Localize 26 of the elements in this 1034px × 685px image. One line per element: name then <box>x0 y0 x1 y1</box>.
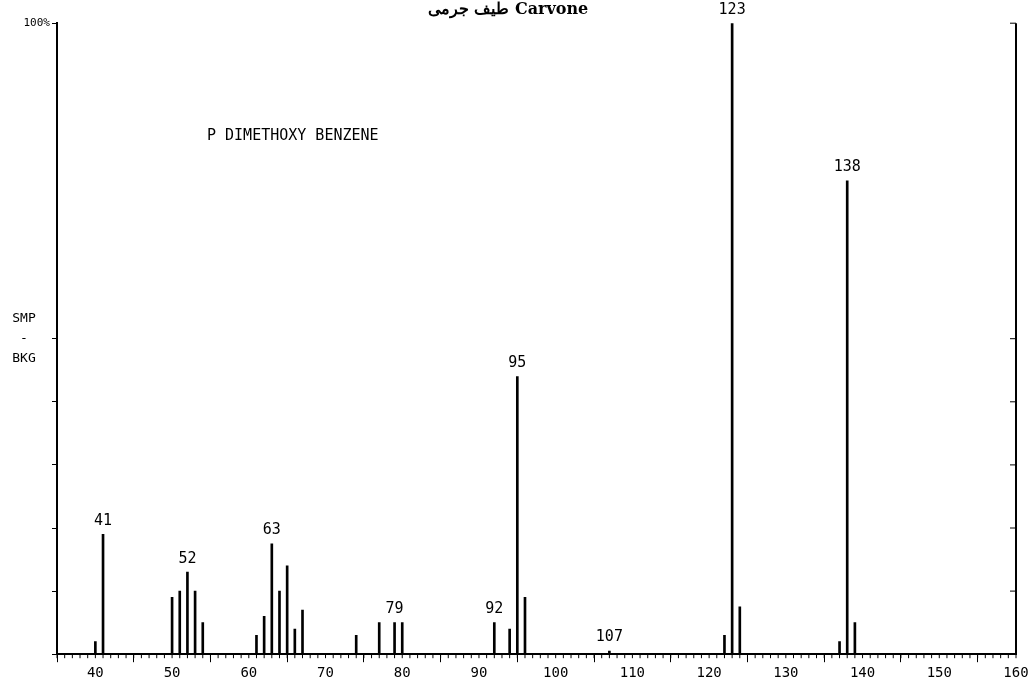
x-tick-label: 110 <box>619 664 646 681</box>
annotation: P DIMETHOXY BENZENE <box>207 125 379 144</box>
x-tick-label: 70 <box>317 664 334 681</box>
x-tick-label: 90 <box>470 664 488 681</box>
x-tick-label: 150 <box>926 664 952 681</box>
annotation: 63 <box>262 520 281 539</box>
x-tick-label: 60 <box>240 664 258 681</box>
annotation: 92 <box>485 599 504 618</box>
y-axis-title: SMP - BKG <box>12 310 36 366</box>
x-tick-label: 140 <box>849 664 876 681</box>
x-tick-label: 50 <box>163 664 181 681</box>
x-tick-label: 160 <box>1003 664 1029 681</box>
x-tick-label: 100 <box>543 664 569 681</box>
y-tick-label: 100% <box>23 16 51 30</box>
annotation: 41 <box>94 510 113 529</box>
annotation: 138 <box>833 157 861 176</box>
x-tick-label: 40 <box>86 664 104 681</box>
chart-title: طیف جرمی Carvone <box>427 0 589 19</box>
annotation: 107 <box>595 627 623 646</box>
x-tick-label: 120 <box>696 664 722 681</box>
annotation: 123 <box>718 0 746 18</box>
annotation: 79 <box>385 599 404 618</box>
annotation: 95 <box>508 352 527 371</box>
annotation: 52 <box>178 548 197 567</box>
x-tick-label: 130 <box>773 664 799 681</box>
x-tick-label: 80 <box>393 664 411 681</box>
